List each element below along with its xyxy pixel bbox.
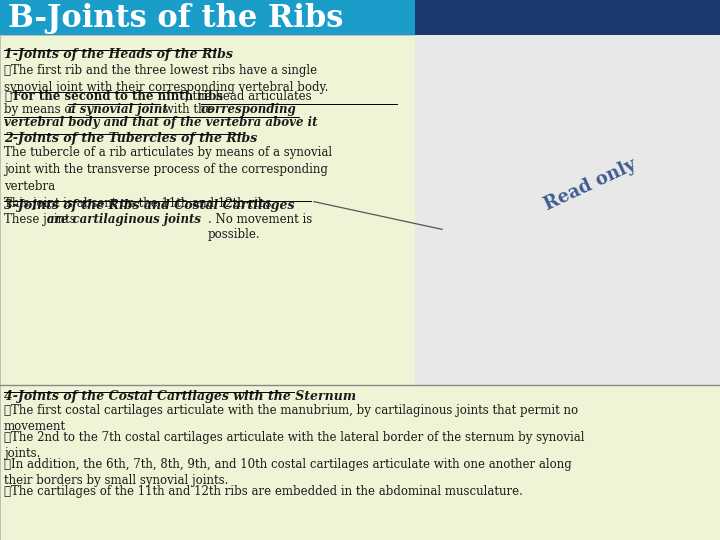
Text: 1-Joints of the Heads of the Ribs: 1-Joints of the Heads of the Ribs bbox=[4, 48, 233, 61]
FancyBboxPatch shape bbox=[0, 35, 420, 385]
FancyBboxPatch shape bbox=[415, 35, 720, 385]
Text: 2-Joints of the Tubercles of the Ribs: 2-Joints of the Tubercles of the Ribs bbox=[4, 132, 257, 145]
FancyBboxPatch shape bbox=[0, 385, 720, 540]
Text: 3-Joints of the Ribs and Costal Cartilages: 3-Joints of the Ribs and Costal Cartilag… bbox=[4, 199, 294, 212]
Text: , the head articulates: , the head articulates bbox=[185, 90, 312, 103]
Text: ❖In addition, the 6th, 7th, 8th, 9th, and 10th costal cartilages articulate with: ❖In addition, the 6th, 7th, 8th, 9th, an… bbox=[4, 458, 572, 487]
Text: These joints: These joints bbox=[4, 213, 79, 226]
Text: B-Joints of the Ribs: B-Joints of the Ribs bbox=[8, 3, 343, 33]
Text: vertebral body and that of the vertebra above it: vertebral body and that of the vertebra … bbox=[4, 116, 318, 129]
Text: . No movement is
possible.: . No movement is possible. bbox=[208, 213, 312, 241]
Text: ❖The 2nd to the 7th costal cartilages articulate with the lateral border of the : ❖The 2nd to the 7th costal cartilages ar… bbox=[4, 431, 585, 460]
Text: corresponding: corresponding bbox=[201, 103, 297, 116]
FancyBboxPatch shape bbox=[0, 0, 415, 35]
Text: 4-Joints of the Costal Cartilages with the Sternum: 4-Joints of the Costal Cartilages with t… bbox=[4, 390, 356, 403]
Text: ❖The first costal cartilages articulate with the manubrium, by cartilaginous joi: ❖The first costal cartilages articulate … bbox=[4, 404, 578, 433]
Text: by means of: by means of bbox=[4, 103, 79, 116]
Text: Read only: Read only bbox=[541, 156, 639, 214]
Text: For the second to the ninth ribs: For the second to the ninth ribs bbox=[13, 90, 223, 103]
Text: ❖The cartilages of the 11th and 12th ribs are embedded in the abdominal musculat: ❖The cartilages of the 11th and 12th rib… bbox=[4, 485, 523, 498]
Text: a synovial joint: a synovial joint bbox=[68, 103, 168, 116]
Text: are cartilaginous joints: are cartilaginous joints bbox=[47, 213, 201, 226]
Text: ❖: ❖ bbox=[4, 90, 11, 103]
FancyBboxPatch shape bbox=[415, 0, 720, 35]
Text: with the: with the bbox=[160, 103, 216, 116]
Text: ❖The first rib and the three lowest ribs have a single
synovial joint with their: ❖The first rib and the three lowest ribs… bbox=[4, 64, 328, 94]
Text: The tubercle of a rib articulates by means of a synovial
joint with the transver: The tubercle of a rib articulates by mea… bbox=[4, 146, 332, 210]
